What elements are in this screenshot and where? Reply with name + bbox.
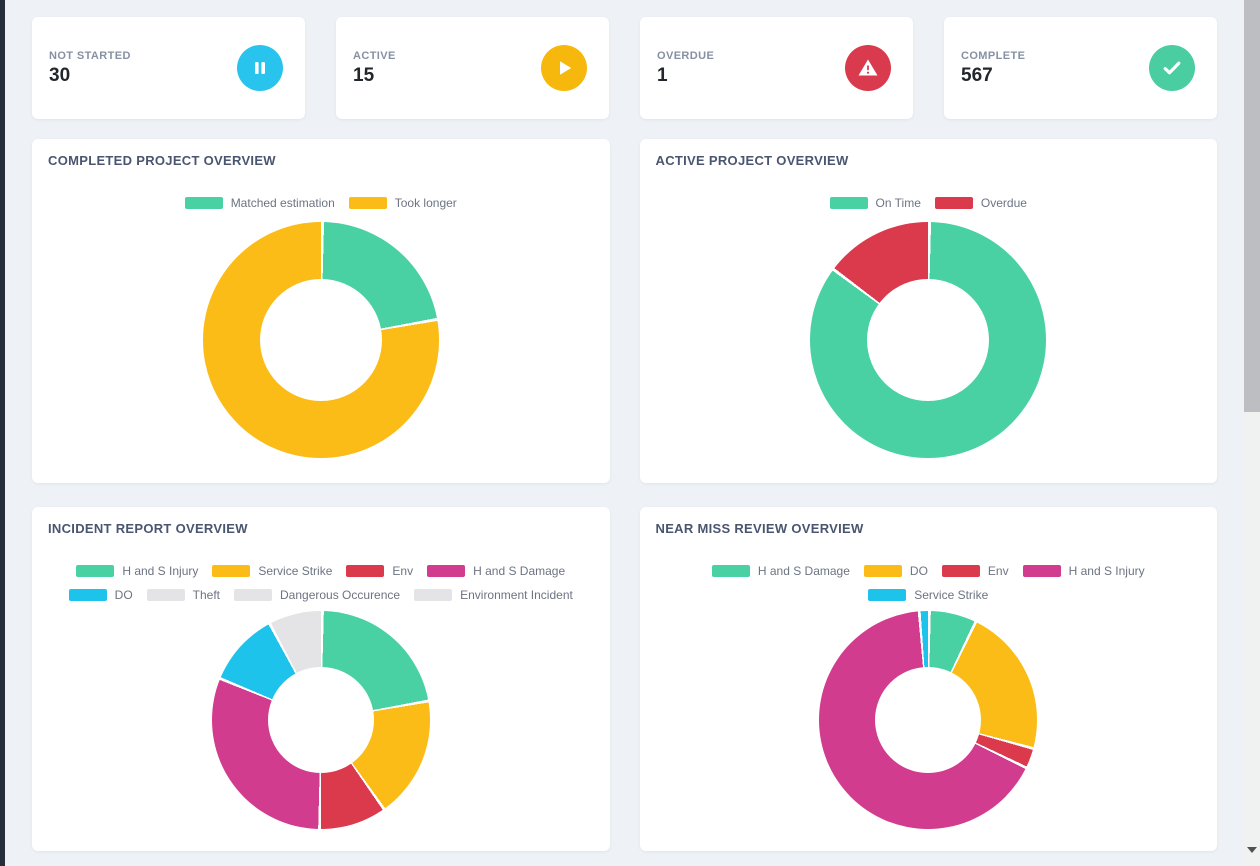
legend-item[interactable]: DO xyxy=(863,564,928,578)
donut-chart[interactable] xyxy=(211,610,430,829)
legend-label: Overdue xyxy=(980,196,1027,210)
dashboard-content: NOT STARTED 30 ACTIVE 15 OVERDUE 1 COMPL… xyxy=(5,0,1244,866)
legend-label: Dangerous Occurence xyxy=(280,588,401,602)
donut-chart[interactable] xyxy=(202,221,439,458)
kpi-label: NOT STARTED xyxy=(49,49,131,62)
legend-swatch xyxy=(348,197,387,209)
scrollbar-thumb[interactable] xyxy=(1244,0,1260,412)
legend-item[interactable]: DO xyxy=(68,588,133,602)
legend-item[interactable]: On Time xyxy=(829,196,921,210)
legend-item[interactable]: Took longer xyxy=(348,196,457,210)
legend-label: Environment Incident xyxy=(460,588,573,602)
legend-swatch xyxy=(934,197,973,209)
donut-chart[interactable] xyxy=(819,610,1038,829)
legend-item[interactable]: H and S Damage xyxy=(427,564,565,578)
legend-swatch xyxy=(868,589,907,601)
chart-legend: Matched estimation Took longer xyxy=(184,196,457,210)
chart-title: INCIDENT REPORT OVERVIEW xyxy=(48,521,248,536)
check-icon xyxy=(1149,45,1195,91)
legend-label: H and S Damage xyxy=(757,564,850,578)
kpi-card: OVERDUE 1 xyxy=(640,17,913,119)
legend-swatch xyxy=(711,565,750,577)
legend-label: Took longer xyxy=(394,196,457,210)
legend-item[interactable]: Service Strike xyxy=(868,588,988,602)
kpi-value: 567 xyxy=(961,64,993,86)
legend-swatch xyxy=(146,589,185,601)
kpi-card: NOT STARTED 30 xyxy=(32,17,305,119)
legend-item[interactable]: H and S Injury xyxy=(76,564,198,578)
chart-title: COMPLETED PROJECT OVERVIEW xyxy=(48,153,276,168)
kpi-card: COMPLETE 567 xyxy=(944,17,1217,119)
donut-chart[interactable] xyxy=(810,221,1047,458)
legend-item[interactable]: Environment Incident xyxy=(414,588,573,602)
legend-item[interactable]: Service Strike xyxy=(212,564,332,578)
legend-item[interactable]: Overdue xyxy=(934,196,1027,210)
legend-item[interactable]: Dangerous Occurence xyxy=(234,588,400,602)
legend-item[interactable]: H and S Injury xyxy=(1022,564,1145,578)
chart-title: NEAR MISS REVIEW OVERVIEW xyxy=(655,521,864,536)
legend-label: H and S Injury xyxy=(122,564,199,578)
charts-grid: COMPLETED PROJECT OVERVIEW Matched estim… xyxy=(32,139,1217,851)
chart-legend: H and S Injury Service Strike Env H and S D… xyxy=(51,564,591,602)
legend-label: Env xyxy=(987,564,1009,578)
legend-label: DO xyxy=(114,588,133,602)
legend-swatch xyxy=(829,197,868,209)
legend-label: Theft xyxy=(192,588,221,602)
kpi-value: 1 xyxy=(657,64,668,86)
legend-swatch xyxy=(1022,565,1061,577)
donut-hole xyxy=(867,278,990,401)
legend-item[interactable]: Env xyxy=(346,564,413,578)
kpi-label: OVERDUE xyxy=(657,49,715,62)
legend-label: Service Strike xyxy=(914,588,989,602)
chart-card: INCIDENT REPORT OVERVIEW H and S Injury S… xyxy=(32,507,610,851)
chart-title: ACTIVE PROJECT OVERVIEW xyxy=(655,153,849,168)
legend-item[interactable]: H and S Damage xyxy=(711,564,850,578)
legend-item[interactable]: Theft xyxy=(146,588,221,602)
donut-hole xyxy=(259,278,382,401)
scroll-down-arrow-icon[interactable] xyxy=(1247,847,1257,853)
chart-card: NEAR MISS REVIEW OVERVIEW H and S Damage… xyxy=(639,507,1217,851)
chart-card: ACTIVE PROJECT OVERVIEW On Time Overdue xyxy=(639,139,1217,483)
legend-label: DO xyxy=(909,564,928,578)
legend-swatch xyxy=(68,589,107,601)
vertical-scrollbar[interactable] xyxy=(1244,0,1260,866)
chart-card: COMPLETED PROJECT OVERVIEW Matched estim… xyxy=(32,139,610,483)
legend-label: On Time xyxy=(875,196,921,210)
legend-swatch xyxy=(212,565,251,577)
alert-icon xyxy=(845,45,891,91)
kpi-value: 30 xyxy=(49,64,71,86)
kpi-row: NOT STARTED 30 ACTIVE 15 OVERDUE 1 COMPL… xyxy=(32,17,1217,119)
legend-swatch xyxy=(414,589,453,601)
left-edge-strip xyxy=(0,0,5,866)
chart-legend: On Time Overdue xyxy=(829,196,1027,210)
legend-label: H and S Injury xyxy=(1068,564,1145,578)
legend-swatch xyxy=(346,565,385,577)
donut-hole xyxy=(267,666,374,773)
kpi-card: ACTIVE 15 xyxy=(336,17,609,119)
play-icon xyxy=(541,45,587,91)
legend-label: Env xyxy=(392,564,414,578)
legend-swatch xyxy=(863,565,902,577)
legend-swatch xyxy=(427,565,466,577)
legend-item[interactable]: Env xyxy=(941,564,1009,578)
legend-label: Service Strike xyxy=(258,564,333,578)
chart-legend: H and S Damage DO Env H and S Injury Service… xyxy=(658,564,1198,602)
pause-icon xyxy=(237,45,283,91)
legend-swatch xyxy=(184,197,223,209)
legend-swatch xyxy=(76,565,115,577)
legend-swatch xyxy=(941,565,980,577)
kpi-label: ACTIVE xyxy=(353,49,396,62)
legend-item[interactable]: Matched estimation xyxy=(184,196,335,210)
kpi-value: 15 xyxy=(353,64,375,86)
donut-hole xyxy=(875,666,982,773)
legend-label: Matched estimation xyxy=(230,196,335,210)
legend-swatch xyxy=(234,589,273,601)
kpi-label: COMPLETE xyxy=(961,49,1026,62)
legend-label: H and S Damage xyxy=(473,564,566,578)
